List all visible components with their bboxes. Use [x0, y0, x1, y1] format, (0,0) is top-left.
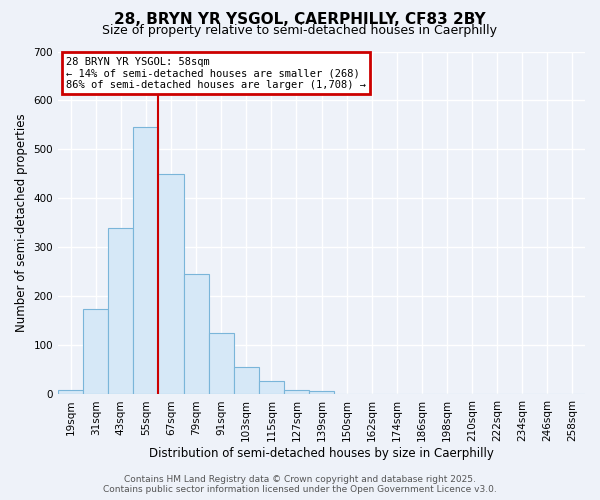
- Bar: [209, 333, 233, 394]
- Text: 28 BRYN YR YSGOL: 58sqm
← 14% of semi-detached houses are smaller (268)
86% of s: 28 BRYN YR YSGOL: 58sqm ← 14% of semi-de…: [66, 56, 366, 90]
- Bar: [158, 174, 184, 394]
- Text: Contains HM Land Registry data © Crown copyright and database right 2025.
Contai: Contains HM Land Registry data © Crown c…: [103, 474, 497, 494]
- Bar: [184, 274, 209, 394]
- Bar: [233, 366, 259, 394]
- Bar: [284, 390, 309, 394]
- Bar: [83, 308, 108, 394]
- Text: 28, BRYN YR YSGOL, CAERPHILLY, CF83 2BY: 28, BRYN YR YSGOL, CAERPHILLY, CF83 2BY: [114, 12, 486, 28]
- X-axis label: Distribution of semi-detached houses by size in Caerphilly: Distribution of semi-detached houses by …: [149, 447, 494, 460]
- Bar: [133, 128, 158, 394]
- Bar: [309, 390, 334, 394]
- Bar: [259, 381, 284, 394]
- Bar: [108, 228, 133, 394]
- Text: Size of property relative to semi-detached houses in Caerphilly: Size of property relative to semi-detach…: [103, 24, 497, 37]
- Y-axis label: Number of semi-detached properties: Number of semi-detached properties: [15, 114, 28, 332]
- Bar: [58, 390, 83, 394]
